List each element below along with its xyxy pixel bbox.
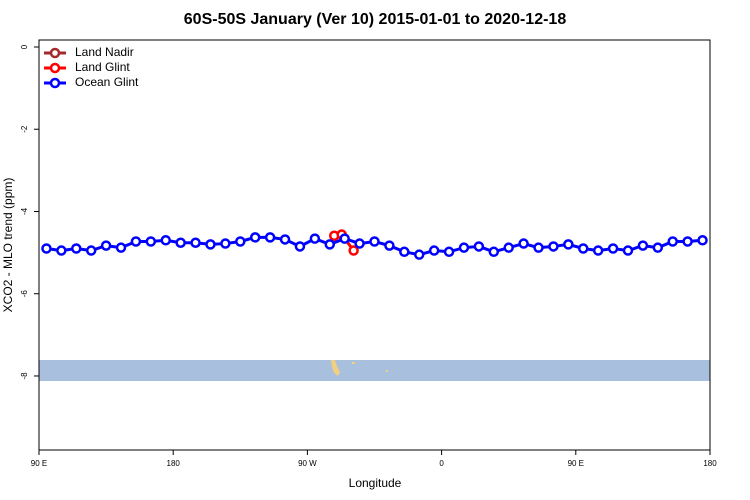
point xyxy=(348,245,359,256)
legend-label: Land Glint xyxy=(75,60,130,74)
point xyxy=(249,232,261,243)
point xyxy=(578,243,589,254)
point xyxy=(85,245,97,256)
legend-marker xyxy=(49,77,61,89)
point xyxy=(354,238,365,249)
legend-label: Land Nadir xyxy=(75,45,134,59)
point xyxy=(637,240,649,251)
y-tick-label: -6 xyxy=(20,290,29,298)
point xyxy=(652,242,664,253)
point xyxy=(667,236,678,247)
point xyxy=(369,236,380,247)
point xyxy=(41,243,52,254)
point xyxy=(309,233,321,244)
point xyxy=(220,238,231,249)
y-tick-label: -4 xyxy=(20,207,29,215)
point xyxy=(264,232,276,243)
point xyxy=(115,242,127,253)
legend-marker xyxy=(49,62,61,74)
point xyxy=(488,246,500,258)
x-tick-label: 0 xyxy=(439,459,444,468)
land-patch xyxy=(352,362,355,364)
point xyxy=(413,249,425,260)
x-tick-label: 90 E xyxy=(31,459,47,468)
y-tick-label: 0 xyxy=(20,44,29,49)
point xyxy=(145,236,157,247)
plot-frame xyxy=(38,39,711,451)
point xyxy=(130,236,142,247)
point xyxy=(324,239,336,250)
point xyxy=(607,243,619,254)
y-axis-label: XCO2 - MLO trend (ppm) xyxy=(1,178,15,313)
point xyxy=(458,242,470,253)
point xyxy=(428,245,440,256)
x-tick-label: 180 xyxy=(167,459,181,468)
point xyxy=(563,239,574,250)
y-tick-label: -2 xyxy=(20,125,29,133)
point xyxy=(190,237,201,248)
point xyxy=(682,236,693,247)
land-patch xyxy=(331,360,340,376)
y-tick-label: -8 xyxy=(20,372,29,380)
point xyxy=(592,245,604,256)
point xyxy=(160,235,171,246)
x-tick-label: 90 W xyxy=(298,459,317,468)
legend-marker xyxy=(49,47,61,59)
point xyxy=(100,240,112,251)
point xyxy=(56,245,67,256)
point xyxy=(697,235,708,246)
map-strip xyxy=(39,360,710,381)
point xyxy=(443,246,455,258)
point xyxy=(622,245,634,256)
point xyxy=(205,239,216,250)
point xyxy=(533,242,544,253)
point xyxy=(503,242,514,253)
chart-title: 60S-50S January (Ver 10) 2015-01-01 to 2… xyxy=(184,11,567,28)
point xyxy=(235,236,246,247)
point xyxy=(339,233,350,244)
point xyxy=(399,246,410,258)
x-tick-label: 180 xyxy=(703,459,717,468)
legend-label: Ocean Glint xyxy=(75,75,139,89)
point xyxy=(279,234,291,245)
point xyxy=(548,241,559,252)
point xyxy=(384,240,395,251)
point xyxy=(518,238,529,249)
point xyxy=(294,241,306,252)
point xyxy=(175,237,186,248)
land-patch xyxy=(386,370,388,372)
x-tick-label: 90 E xyxy=(568,459,584,468)
point xyxy=(473,241,485,252)
point xyxy=(71,243,82,254)
x-axis-label: Longitude xyxy=(349,476,402,490)
